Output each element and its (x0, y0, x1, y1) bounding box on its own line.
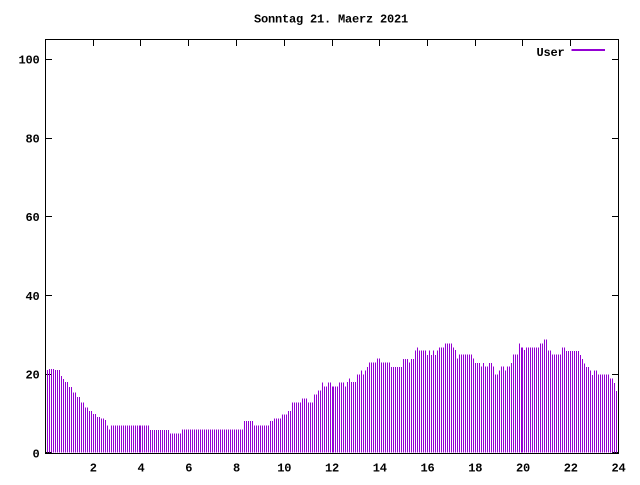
svg-text:16: 16 (420, 462, 434, 476)
svg-text:8: 8 (233, 462, 240, 476)
svg-text:6: 6 (185, 462, 192, 476)
svg-text:0: 0 (32, 447, 39, 461)
svg-text:14: 14 (373, 462, 387, 476)
svg-text:12: 12 (325, 462, 339, 476)
svg-text:100: 100 (18, 54, 39, 68)
svg-text:Sonntag 21. Maerz 2021: Sonntag 21. Maerz 2021 (254, 13, 408, 27)
svg-text:24: 24 (611, 462, 625, 476)
svg-text:60: 60 (25, 211, 39, 225)
svg-text:22: 22 (564, 462, 578, 476)
svg-text:2: 2 (90, 462, 97, 476)
svg-text:80: 80 (25, 132, 39, 146)
svg-text:20: 20 (25, 369, 39, 383)
svg-text:20: 20 (516, 462, 530, 476)
svg-text:18: 18 (468, 462, 482, 476)
svg-text:40: 40 (25, 290, 39, 304)
svg-text:10: 10 (277, 462, 291, 476)
svg-text:User: User (536, 46, 564, 60)
svg-text:4: 4 (137, 462, 144, 476)
